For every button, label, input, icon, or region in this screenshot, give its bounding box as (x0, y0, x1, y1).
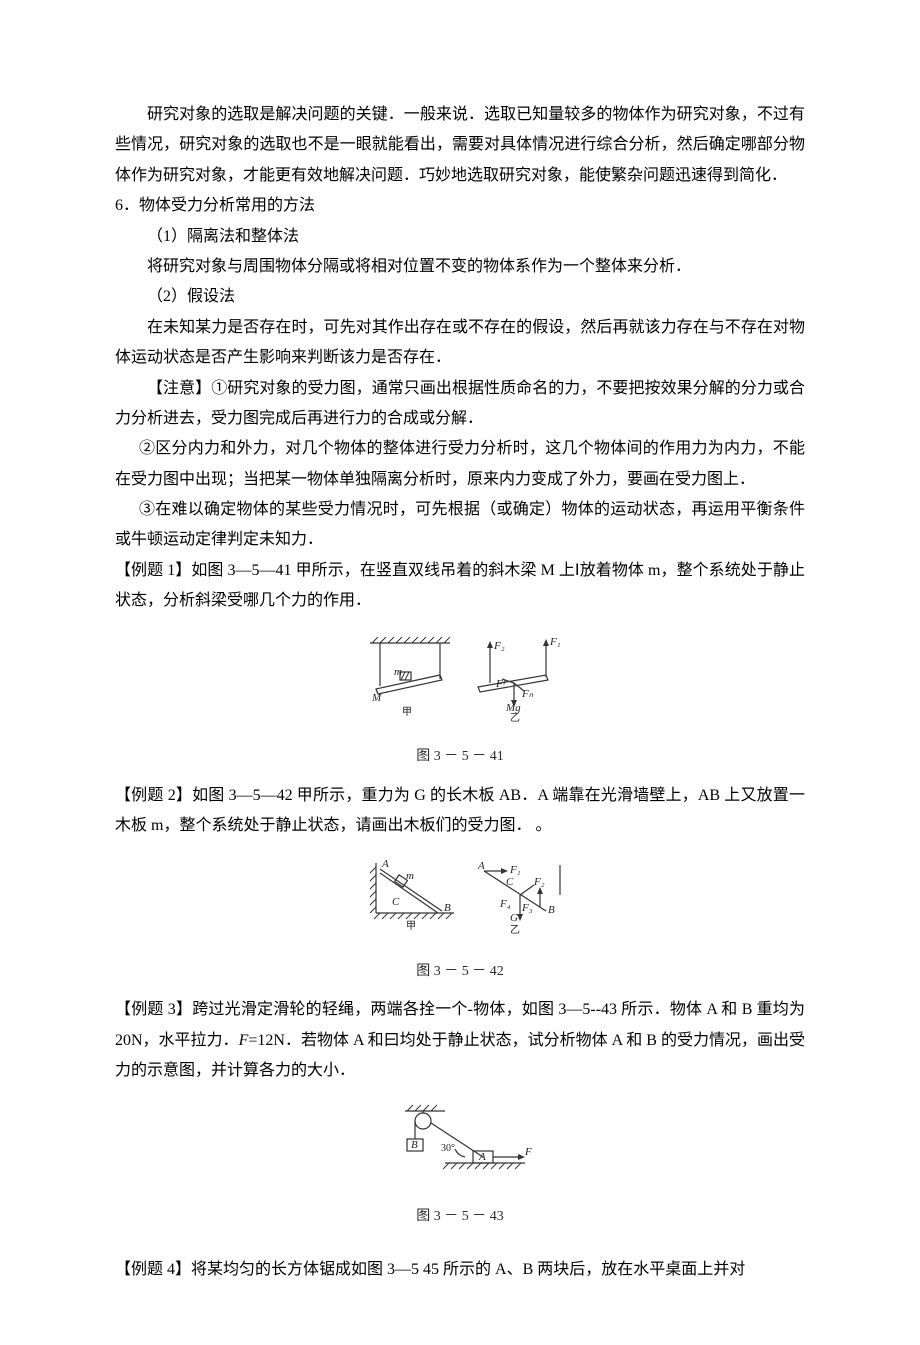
fig42-m: m (406, 870, 414, 882)
fig43-F: F (524, 1146, 532, 1158)
method2-body: 在未知某力是否存在时，可先对其作出存在或不存在的假设，然后再就该力存在与不存在对… (115, 313, 805, 374)
fig42-G: G (510, 912, 518, 924)
fig42-sub-right: 乙 (510, 924, 520, 936)
note-label: 【注意】 (147, 380, 211, 397)
note2: ②区分内力和外力，对几个物体的整体进行受力分析时，这几个物体间的作用力为内力，不… (115, 434, 805, 495)
fig41-FN: Fₙ (521, 688, 534, 700)
fig43-angle: 30° (441, 1143, 455, 1154)
fig41-sub-left: 甲 (402, 707, 412, 718)
intro-p1: 研究对象的选取是解决问题的关键．一般来说．选取已知量较多的物体作为研究对象，不过… (115, 100, 805, 191)
example1-text: 如图 3—5—41 甲所示，在竖直双线吊着的斜木梁 M 上Ⅰ放着物体 m，整个系… (115, 562, 805, 609)
figure-3-5-43: B A 30° F 图 3 － 5 － 43 (115, 1101, 805, 1231)
fig42-A2: A (477, 860, 485, 872)
fig41-m-label: m (394, 666, 402, 678)
note1: 【注意】①研究对象的受力图，通常只画出根据性质命名的力，不要把按效果分解的分力或… (115, 374, 805, 435)
example3-F: F (239, 1032, 249, 1049)
note3: ③在难以确定物体的某些受力情况时，可先根据（或确定）物体的运动状态，再运用平衡条… (115, 495, 805, 556)
page: 研究对象的选取是解决问题的关键．一般来说．选取已知量较多的物体作为研究对象，不过… (0, 0, 920, 1345)
example4-label: 【例题 4】 (115, 1261, 191, 1278)
fig42-F2: F₂ (533, 876, 545, 888)
method1-title: （1）隔离法和整体法 (115, 222, 805, 252)
example3: 【例题 3】跨过光滑定滑轮的轻绳，两端各拴一个-物体，如图 3—5--43 所示… (115, 995, 805, 1086)
example4: 【例题 4】将某均匀的长方体锯成如图 3—5 45 所示的 A、B 两块后，放在… (115, 1255, 805, 1285)
fig42-F1: F₁ (509, 864, 521, 876)
example2: 【例题 2】如图 3—5—42 甲所示，重力为 G 的长木板 AB．A 端靠在光… (115, 781, 805, 842)
example2-text: 如图 3—5—42 甲所示，重力为 G 的长木板 AB．A 端靠在光滑墙壁上，A… (115, 787, 805, 834)
figure-3-5-41-caption: 图 3 － 5 － 41 (115, 744, 805, 771)
fig43-A: A (478, 1151, 486, 1163)
fig42-B2: B (548, 904, 555, 916)
fig41-sub-right: 乙 (510, 712, 520, 724)
section6-title: 6．物体受力分析常用的方法 (115, 191, 805, 221)
fig42-F4: F₄ (499, 898, 511, 910)
fig41-M-label: M (371, 692, 382, 704)
figure-3-5-42: A B m C 甲 A B C F₁ G F₂ F₄ F₃ (115, 855, 805, 985)
fig41-F2: F₂ (493, 640, 505, 652)
fig43-B: B (411, 1139, 418, 1151)
method2-title: （2）假设法 (115, 282, 805, 312)
example1-label: 【例题 1】 (115, 562, 191, 579)
fig42-C: C (392, 896, 400, 908)
method1-body: 将研究对象与周围物体分隔或将相对位置不变的物体系作为一个整体来分析． (115, 252, 805, 282)
fig42-C2: C (506, 876, 514, 888)
figure-3-5-42-caption: 图 3 － 5 － 42 (115, 959, 805, 986)
example1: 【例题 1】如图 3—5—41 甲所示，在竖直双线吊着的斜木梁 M 上Ⅰ放着物体… (115, 556, 805, 617)
figure-3-5-42-svg: A B m C 甲 A B C F₁ G F₂ F₄ F₃ (350, 855, 570, 945)
example3-label: 【例题 3】 (115, 1001, 192, 1018)
figure-3-5-43-svg: B A 30° F (375, 1101, 545, 1191)
figure-3-5-43-caption: 图 3 － 5 － 43 (115, 1204, 805, 1231)
note1-text: ①研究对象的受力图，通常只画出根据性质命名的力，不要把按效果分解的分力或合力分析… (115, 380, 805, 427)
figure-3-5-41-svg: m M 甲 F₂ F₁ Mg Fᶠ Fₙ 乙 (350, 631, 570, 731)
fig42-sub-left: 甲 (406, 921, 416, 932)
example2-label: 【例题 2】 (115, 787, 192, 804)
fig41-F1: F₁ (549, 636, 561, 648)
figure-3-5-41: m M 甲 F₂ F₁ Mg Fᶠ Fₙ 乙 图 3 － 5 － 41 (115, 631, 805, 771)
fig42-A: A (381, 858, 389, 870)
example4-text: 将某均匀的长方体锯成如图 3—5 45 所示的 A、B 两块后，放在水平桌面上并… (191, 1261, 745, 1278)
fig42-B: B (444, 902, 451, 914)
fig42-F3: F₃ (521, 902, 533, 914)
